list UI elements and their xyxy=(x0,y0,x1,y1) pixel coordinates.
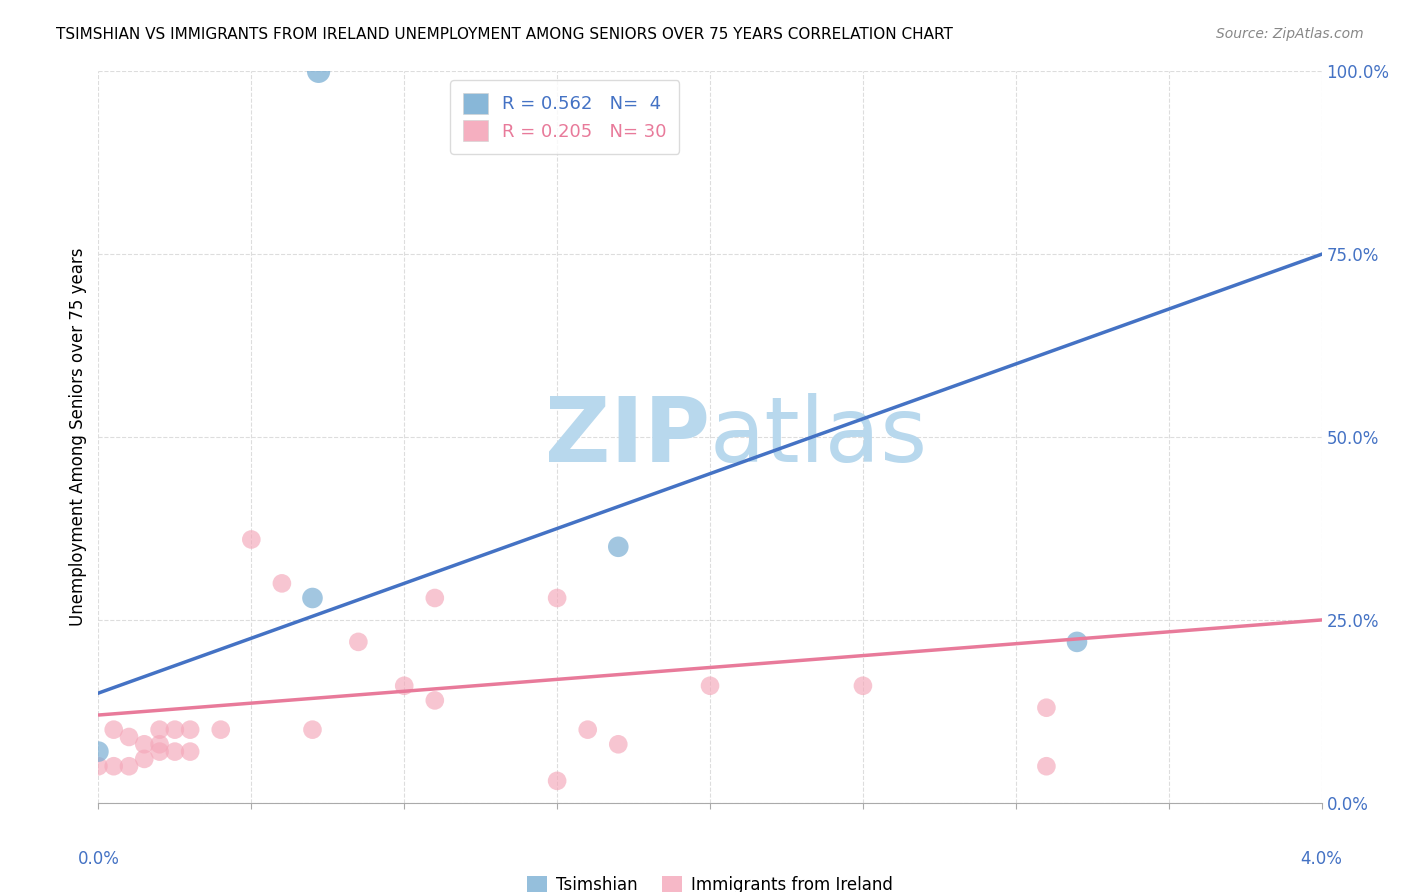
Point xyxy=(134,737,156,751)
Point xyxy=(392,679,416,693)
Point xyxy=(852,679,875,693)
Point xyxy=(209,723,232,737)
Point xyxy=(134,752,156,766)
Point xyxy=(163,745,186,759)
Point xyxy=(1035,700,1057,714)
Point xyxy=(546,773,568,788)
Point xyxy=(546,591,568,605)
Point xyxy=(163,723,186,737)
Point xyxy=(179,723,201,737)
Point xyxy=(179,745,201,759)
Point xyxy=(149,745,172,759)
Point xyxy=(118,730,141,744)
Text: ZIP: ZIP xyxy=(546,393,710,481)
Point xyxy=(1066,635,1088,649)
Text: Source: ZipAtlas.com: Source: ZipAtlas.com xyxy=(1216,27,1364,41)
Point xyxy=(1035,759,1057,773)
Text: atlas: atlas xyxy=(710,393,928,481)
Point xyxy=(87,759,110,773)
Point xyxy=(607,737,630,751)
Point xyxy=(576,723,599,737)
Legend: R = 0.562   N=  4, R = 0.205   N= 30: R = 0.562 N= 4, R = 0.205 N= 30 xyxy=(450,80,679,153)
Point xyxy=(423,693,446,707)
Y-axis label: Unemployment Among Seniors over 75 years: Unemployment Among Seniors over 75 years xyxy=(69,248,87,626)
Text: TSIMSHIAN VS IMMIGRANTS FROM IRELAND UNEMPLOYMENT AMONG SENIORS OVER 75 YEARS CO: TSIMSHIAN VS IMMIGRANTS FROM IRELAND UNE… xyxy=(56,27,953,42)
Point xyxy=(607,540,630,554)
Point xyxy=(118,759,141,773)
Point xyxy=(270,576,294,591)
Point xyxy=(423,591,446,605)
Point xyxy=(103,723,125,737)
Point xyxy=(347,635,370,649)
Text: 0.0%: 0.0% xyxy=(77,850,120,868)
Point xyxy=(308,64,330,78)
Point xyxy=(240,533,263,547)
Point xyxy=(301,723,323,737)
Point xyxy=(699,679,721,693)
Point xyxy=(301,591,323,605)
Point xyxy=(87,745,110,759)
Point xyxy=(103,759,125,773)
Point xyxy=(149,737,172,751)
Point xyxy=(149,723,172,737)
Text: 4.0%: 4.0% xyxy=(1301,850,1343,868)
